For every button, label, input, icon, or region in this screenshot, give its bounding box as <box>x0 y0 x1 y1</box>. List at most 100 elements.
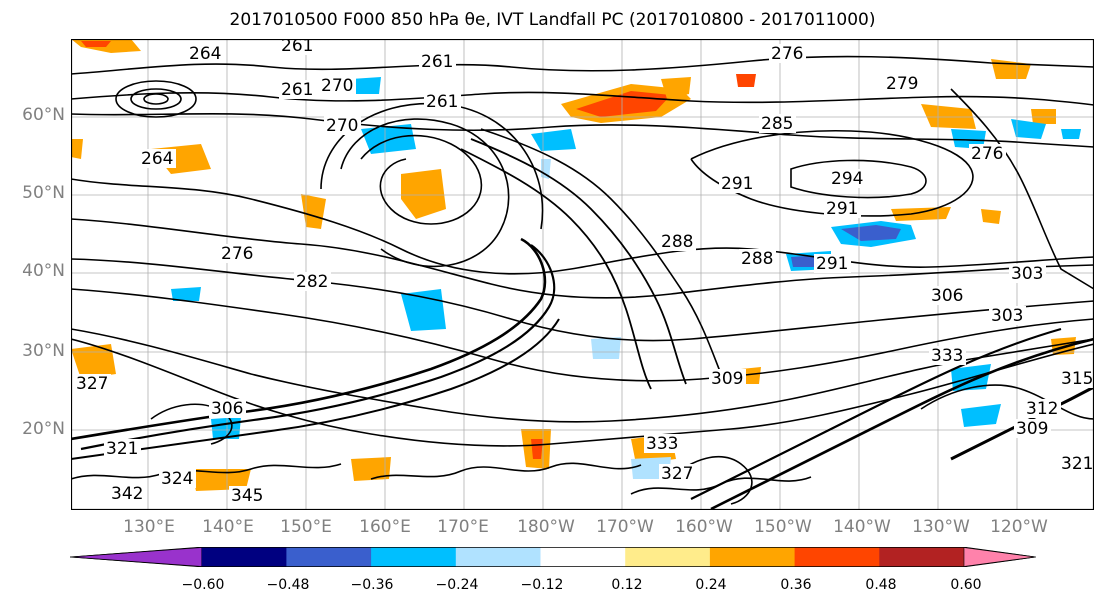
colorbar-segment <box>625 547 711 567</box>
contour-label: 306 <box>931 286 963 306</box>
contour-label-bg <box>989 306 1026 325</box>
contour-label: 306 <box>211 399 243 419</box>
contour-label-bg <box>324 116 361 135</box>
contour-label: 303 <box>991 306 1023 326</box>
contour-label-bg <box>319 76 356 95</box>
contour-label-bg <box>829 169 866 188</box>
lon-label-150w: 150°W <box>754 517 812 537</box>
contour-label-bg <box>1059 369 1094 388</box>
colorbar-tick: 0.36 <box>780 577 812 593</box>
contour-label-bg <box>279 80 316 99</box>
contour-label: 327 <box>76 374 108 394</box>
contour-label: 309 <box>711 369 743 389</box>
contour-label: 315 <box>1061 369 1093 389</box>
contour-label: 264 <box>141 149 173 169</box>
contour-label: 312 <box>1026 399 1058 419</box>
lon-label-120w: 120°W <box>990 517 1048 537</box>
contour-label-bg <box>279 39 316 55</box>
contour-label: 291 <box>826 199 858 219</box>
lon-label-170w: 170°W <box>596 517 654 537</box>
colorbar-tick: 0.48 <box>865 577 897 593</box>
contour-label-bg <box>74 374 111 393</box>
colorbar-tick: −0.36 <box>350 577 394 593</box>
contour-label: 264 <box>189 44 221 64</box>
contour-label: 291 <box>816 254 848 274</box>
lon-label-180w: 180°W <box>517 517 575 537</box>
contour-label: 288 <box>661 232 693 252</box>
lat-label-60n: 60°N <box>22 105 65 125</box>
colorbar-segment <box>201 547 287 567</box>
contour-label: 333 <box>646 434 678 454</box>
contour-label: 261 <box>426 92 458 112</box>
contour-label: 276 <box>971 144 1003 164</box>
contour-label: 327 <box>661 464 693 484</box>
lon-label-130w: 130°W <box>912 517 970 537</box>
colorbar-tick: −0.48 <box>266 577 310 593</box>
contour-label-bg <box>424 92 461 111</box>
contour-label: 303 <box>1011 264 1043 284</box>
contour-label-bg <box>209 399 246 418</box>
contour-label-bg <box>294 272 331 291</box>
lon-label-150e: 150°E <box>280 517 332 537</box>
contour-label: 282 <box>296 272 328 292</box>
colorbar-tick: 0.24 <box>695 577 727 593</box>
contour-label-bg <box>719 174 756 193</box>
contour-label: 294 <box>831 169 863 189</box>
colorbar-segment <box>879 547 965 567</box>
contour-label: 342 <box>111 484 143 504</box>
contour-label-bg <box>159 469 196 488</box>
colorbar-segment <box>540 547 626 567</box>
colorbar-tick: 0.60 <box>950 577 982 593</box>
contour-label: 333 <box>931 346 963 366</box>
lat-label-30n: 30°N <box>22 341 65 361</box>
contour-label-bg <box>104 439 141 458</box>
lon-label-170e: 170°E <box>437 517 489 537</box>
contour-label-bg <box>419 52 456 71</box>
contour-label: 324 <box>161 469 193 489</box>
contour-labels: 264 261 261 270 276 279 261 270 261 264 276 285 294 2… <box>74 39 1094 506</box>
colorbar-tick: −0.60 <box>181 577 225 593</box>
contour-label-bg <box>1059 454 1094 473</box>
contour-label-bg <box>659 232 696 251</box>
lat-label-50n: 50°N <box>22 183 65 203</box>
lon-label-140w: 140°W <box>833 517 891 537</box>
contour-label-bg <box>929 286 966 305</box>
contour-label-bg <box>659 464 696 483</box>
colorbar <box>70 547 1036 567</box>
contour-label-bg <box>644 434 681 453</box>
contour-label-bg <box>769 44 806 63</box>
colorbar-tick: 0.12 <box>611 577 643 593</box>
contour-label-bg <box>139 149 176 168</box>
contour-label-bg <box>109 484 146 503</box>
lat-label-20n: 20°N <box>22 419 65 439</box>
colorbar-extend-max <box>963 547 1036 567</box>
lat-label-40n: 40°N <box>22 261 65 281</box>
contour-label-bg <box>1014 419 1051 438</box>
colorbar-segment <box>286 547 372 567</box>
contour-label: 261 <box>281 39 313 56</box>
contour-label: 261 <box>281 80 313 100</box>
contour-label-bg <box>739 249 776 268</box>
map-frame <box>71 39 1094 510</box>
colorbar-segment <box>794 547 880 567</box>
contour-label: 261 <box>421 52 453 72</box>
contour-label-bg <box>884 74 921 93</box>
colorbar-tick: −0.12 <box>520 577 564 593</box>
lon-label-130e: 130°E <box>123 517 175 537</box>
contour-label-bg <box>1024 399 1061 418</box>
contour-label: 309 <box>1016 419 1048 439</box>
contour-label-bg <box>709 369 746 388</box>
contour-label-bg <box>814 254 851 273</box>
contour-label: 291 <box>721 174 753 194</box>
contour-label-bg <box>969 144 1006 163</box>
colorbar-outline <box>70 547 1036 567</box>
contour-label: 270 <box>326 116 358 136</box>
contour-label: 276 <box>221 244 253 264</box>
contour-label-bg <box>1009 264 1046 283</box>
contour-label-bg <box>929 346 966 365</box>
map-panel: 264 261 261 270 276 279 261 270 261 264 276 285 294 2… <box>22 39 1094 537</box>
map-title: 2017010500 F000 850 hPa θe, IVT Landfall… <box>229 10 876 30</box>
contour-label-bg <box>229 486 266 505</box>
contour-label: 276 <box>771 44 803 64</box>
contour-label: 345 <box>231 486 263 506</box>
